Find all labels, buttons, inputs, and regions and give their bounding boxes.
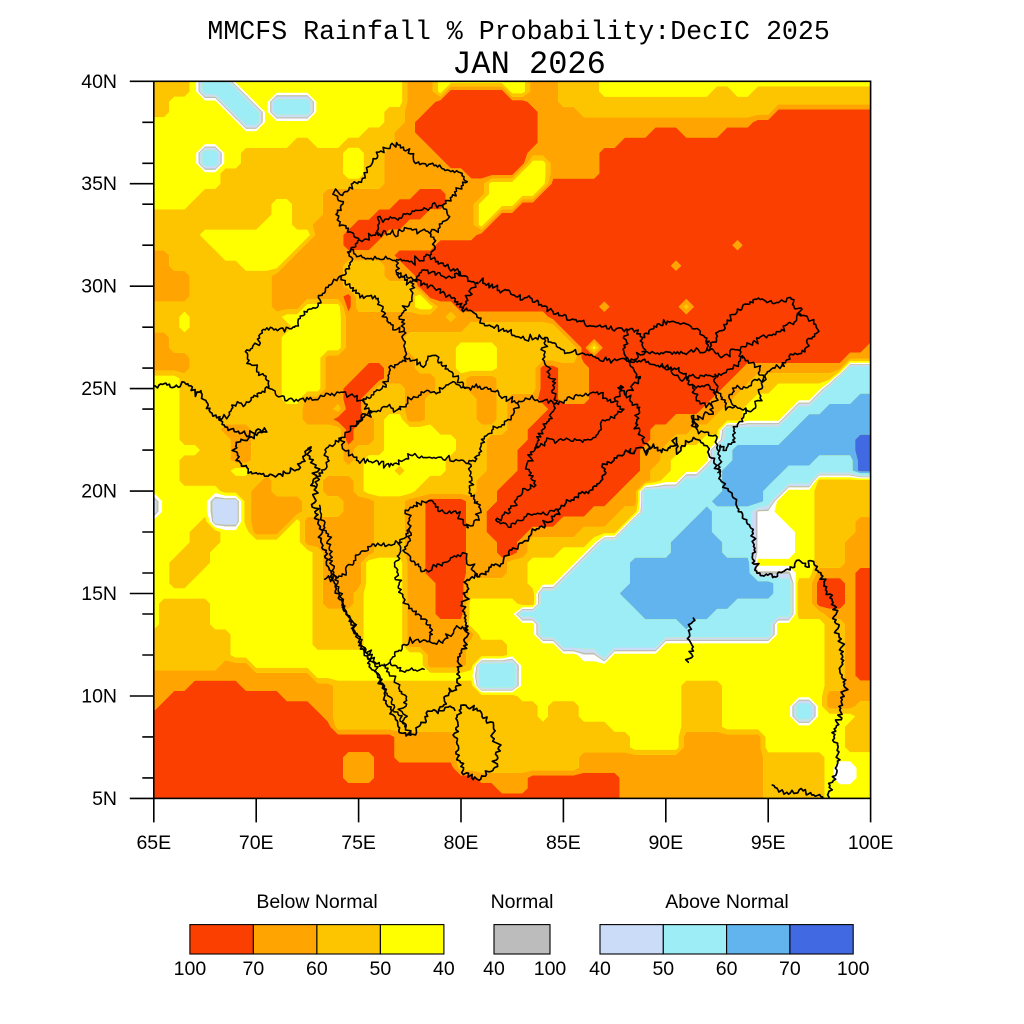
svg-text:80E: 80E bbox=[444, 832, 479, 854]
svg-text:5N: 5N bbox=[92, 788, 117, 810]
svg-text:40N: 40N bbox=[81, 71, 117, 93]
svg-text:Normal: Normal bbox=[491, 891, 554, 913]
svg-text:35N: 35N bbox=[81, 173, 117, 195]
svg-text:15N: 15N bbox=[81, 583, 117, 605]
svg-text:40: 40 bbox=[433, 958, 455, 980]
svg-text:60: 60 bbox=[716, 958, 738, 980]
svg-text:100E: 100E bbox=[848, 832, 894, 854]
svg-text:70: 70 bbox=[779, 958, 801, 980]
svg-text:100: 100 bbox=[174, 958, 207, 980]
svg-text:60: 60 bbox=[306, 958, 328, 980]
svg-text:25N: 25N bbox=[81, 378, 117, 400]
svg-text:Below Normal: Below Normal bbox=[256, 891, 377, 913]
svg-text:JAN 2026: JAN 2026 bbox=[452, 46, 606, 83]
svg-text:100: 100 bbox=[837, 958, 870, 980]
svg-text:20N: 20N bbox=[81, 481, 117, 503]
svg-text:Above Normal: Above Normal bbox=[665, 891, 789, 913]
svg-text:70E: 70E bbox=[239, 832, 274, 854]
svg-text:40: 40 bbox=[483, 958, 505, 980]
svg-text:30N: 30N bbox=[81, 276, 117, 298]
svg-text:95E: 95E bbox=[751, 832, 786, 854]
svg-text:70: 70 bbox=[243, 958, 265, 980]
svg-text:85E: 85E bbox=[546, 832, 581, 854]
svg-text:65E: 65E bbox=[136, 832, 171, 854]
svg-text:40: 40 bbox=[589, 958, 611, 980]
svg-text:75E: 75E bbox=[341, 832, 376, 854]
svg-text:50: 50 bbox=[370, 958, 392, 980]
svg-text:50: 50 bbox=[652, 958, 674, 980]
svg-text:100: 100 bbox=[534, 958, 567, 980]
svg-text:10N: 10N bbox=[81, 686, 117, 708]
svg-text:90E: 90E bbox=[648, 832, 683, 854]
svg-text:MMCFS Rainfall % Probability:D: MMCFS Rainfall % Probability:DecIC 2025 bbox=[207, 17, 829, 47]
